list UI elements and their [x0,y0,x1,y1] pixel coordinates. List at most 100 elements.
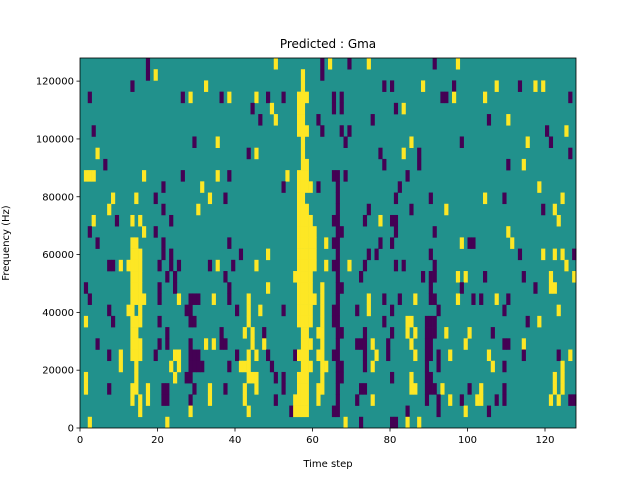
heatmap-cell-low [428,327,433,339]
heatmap-cell-high [304,315,309,328]
heatmap-cell-low [273,371,278,384]
heatmap-cell-low [424,383,430,395]
heatmap-cell-high [343,416,348,429]
heatmap-cell-high [138,248,143,261]
heatmap-cell-high [87,416,92,429]
heatmap-cell-high [297,282,302,294]
heatmap-cell-high [118,349,123,362]
heatmap-cell-high [242,394,247,406]
heatmap-cell-low [362,349,368,362]
heatmap-cell-low [428,338,433,350]
heatmap-cell-high [308,181,313,193]
heatmap-cell-low [393,226,399,238]
heatmap-cell-high [409,315,414,328]
heatmap-cell-high [215,170,220,182]
heatmap-cell-high [188,405,193,418]
heatmap-cell-low [331,214,337,227]
heatmap-cell-low [289,405,294,418]
heatmap-cell-low [161,203,166,216]
heatmap-cell-high [370,360,375,373]
y-tick-label: 80000 [42,192,74,203]
heatmap-cell-high [297,383,302,395]
heatmap-cell-low [359,271,364,283]
heatmap-cell-high [297,203,302,216]
heatmap-cell-high [130,293,135,305]
heatmap-cell-low [227,293,232,305]
heatmap-cell-high [304,293,309,305]
heatmap-cell-high [316,394,321,406]
heatmap-cell-low [424,394,430,406]
heatmap-cell-low [231,259,236,272]
heatmap-cell-low [359,338,364,350]
heatmap-cell-high [130,327,135,339]
heatmap-cell-high [130,237,135,249]
heatmap-cell-high [300,136,306,148]
heatmap-cell-high [556,214,561,227]
heatmap-cell-high [134,259,139,272]
heatmap-cell-low [568,147,573,160]
heatmap-cell-high [300,394,306,406]
heatmap-cell-low [169,259,174,272]
heatmap-cell-high [83,383,89,395]
heatmap-cell-high [304,282,309,294]
heatmap-cell-low [432,259,437,272]
heatmap-cell-low [432,293,437,305]
heatmap-cell-low [382,293,387,305]
heatmap-cell-high [297,405,302,418]
heatmap-cell-high [300,80,306,92]
heatmap-cell-low [188,371,193,384]
heatmap-cell-low [180,170,185,182]
heatmap-cell-high [300,214,306,227]
heatmap-cell-low [362,383,368,395]
heatmap-cell-high [227,91,232,104]
heatmap-cell-low [316,114,321,126]
heatmap-cell-low [545,125,550,137]
heatmap-cell-low [432,383,437,395]
heatmap-cell-low [130,80,135,92]
heatmap-cell-high [541,80,546,92]
heatmap-cell-high [300,147,306,160]
heatmap-cell-high [153,69,158,81]
heatmap-cell-high [308,282,313,294]
heatmap-cell-high [324,360,329,373]
heatmap-cell-low [269,360,275,373]
heatmap-cell-high [308,304,313,317]
heatmap-cell-low [223,192,228,205]
heatmap-cell-high [297,114,302,126]
heatmap-cell-high [138,315,143,328]
heatmap-cell-low [188,315,193,328]
heatmap-cell-low [362,360,368,373]
heatmap-cell-low [107,259,112,272]
heatmap-cell-high [320,383,325,395]
heatmap-cell-high [107,203,112,216]
heatmap-cell-low [331,304,337,317]
heatmap-cell-low [227,170,232,182]
heatmap-cell-low [525,315,530,328]
heatmap-cell-high [134,338,139,350]
heatmap-cell-high [118,259,123,272]
heatmap-cell-low [219,91,224,104]
heatmap-cell-high [552,203,557,216]
heatmap-cell-low [374,248,379,261]
heatmap-cell-high [134,383,139,395]
heatmap-cell-high [409,338,414,350]
heatmap-cell-high [207,192,213,205]
heatmap-cell-low [335,394,340,406]
heatmap-cell-high [304,271,309,283]
heatmap-cell-high [254,383,259,395]
heatmap-cell-high [138,349,143,362]
heatmap-cell-high [347,259,352,272]
heatmap-cell-low [262,327,267,339]
heatmap-cell-high [304,259,309,272]
heatmap-cell-high [297,226,302,238]
heatmap-cell-high [142,170,147,182]
heatmap-cell-high [320,304,325,317]
heatmap-cell-low [343,136,348,148]
heatmap-cell-low [339,371,344,384]
heatmap-cell-high [134,371,139,384]
heatmap-cell-high [300,125,306,137]
heatmap-cell-high [374,349,379,362]
heatmap-cell-high [300,91,306,104]
heatmap-cell-low [165,338,170,350]
heatmap-cell-high [552,383,557,395]
